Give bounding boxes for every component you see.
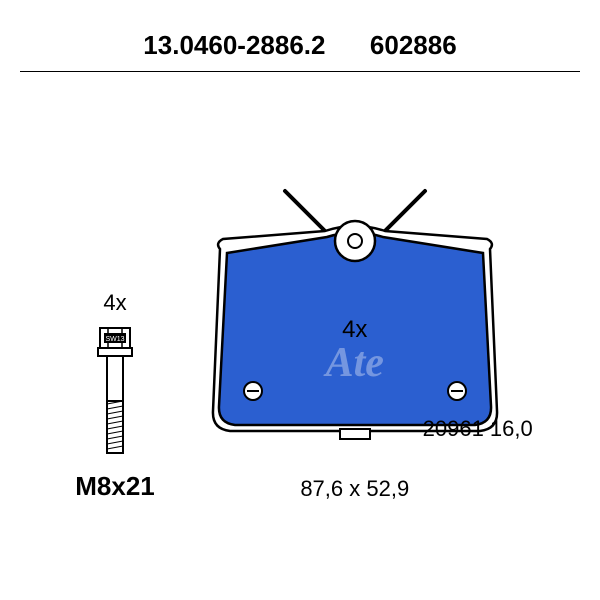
bolt-icon: SW13 [90, 326, 140, 456]
primary-part-number: 13.0460-2886.2 [143, 30, 325, 60]
pad-section: 4x Ate 20961 16,0 87,6 x 52,9 [185, 181, 525, 502]
header: 13.0460-2886.2 602886 [20, 20, 580, 72]
secondary-part-number: 602886 [370, 30, 457, 60]
pad-side-code: 20961 16,0 [423, 416, 533, 442]
pad-dimensions: 87,6 x 52,9 [300, 476, 409, 502]
socket-size-label: SW13 [105, 336, 124, 343]
bolt-section: 4x SW13 [75, 290, 155, 502]
pad-quantity: 4x [342, 316, 367, 344]
bolt-quantity: 4x [103, 290, 126, 316]
bolt-spec: M8x21 [75, 471, 155, 502]
diagram-container: 13.0460-2886.2 602886 4x SW13 [0, 0, 600, 600]
main-area: 4x SW13 [20, 102, 580, 502]
